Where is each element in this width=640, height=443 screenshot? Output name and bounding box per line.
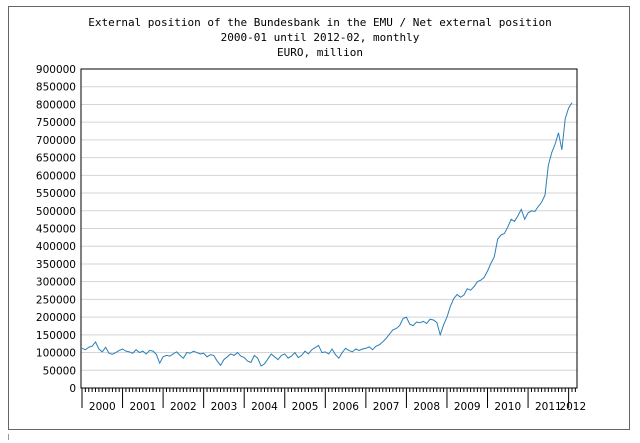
x-tick-label: 2010 <box>494 401 521 413</box>
x-tick-label: 2009 <box>454 401 481 413</box>
y-tick-label: 800000 <box>36 99 76 111</box>
x-tick-label: 2001 <box>129 401 156 413</box>
chart-unit: EURO, million <box>276 46 364 59</box>
y-tick-label: 900000 <box>36 64 76 76</box>
x-tick-label: 2004 <box>251 401 278 413</box>
plot-border <box>80 68 578 389</box>
chart-title: External position of the Bundesbank in t… <box>88 16 552 29</box>
y-tick-label: 200000 <box>36 312 76 324</box>
x-tick-label: 2006 <box>332 401 359 413</box>
y-tick-label: 150000 <box>36 330 76 342</box>
chart-subtitle: 2000-01 until 2012-02, monthly <box>220 31 420 44</box>
y-tick-label: 50000 <box>43 365 76 377</box>
corner-mark <box>8 434 9 440</box>
grid-lines <box>81 68 577 389</box>
y-tick-label: 300000 <box>36 277 76 289</box>
y-tick-label: 0 <box>69 383 76 395</box>
y-tick-label: 450000 <box>36 224 76 236</box>
y-tick-label: 500000 <box>36 206 76 218</box>
x-tick-label: 2011 <box>535 401 562 413</box>
y-tick-label: 850000 <box>36 82 76 94</box>
x-tick-label: 2012 <box>559 401 586 413</box>
y-tick-label: 650000 <box>36 153 76 165</box>
x-tick-label: 2008 <box>413 401 440 413</box>
y-tick-label: 750000 <box>36 117 76 129</box>
x-axis: 2000 2001 2002 2003 2004 2005 2006 2007 2008 2009… <box>81 388 586 413</box>
y-axis-labels: 0 50000 100000 150000 200000 250000 300000 3500… <box>36 64 76 395</box>
series-line <box>81 102 573 367</box>
y-tick-label: 100000 <box>36 348 76 360</box>
y-tick-label: 700000 <box>36 135 76 147</box>
chart-frame: External position of the Bundesbank in t… <box>8 6 630 430</box>
x-tick-label: 2007 <box>373 401 400 413</box>
series-group <box>81 102 573 367</box>
y-tick-label: 350000 <box>36 259 76 271</box>
x-tick-label: 2000 <box>89 401 116 413</box>
x-tick-label: 2005 <box>292 401 319 413</box>
y-tick-label: 600000 <box>36 170 76 182</box>
x-tick-label: 2003 <box>211 401 238 413</box>
x-tick-label: 2002 <box>170 401 197 413</box>
y-tick-label: 550000 <box>36 188 76 200</box>
y-tick-label: 250000 <box>36 294 76 306</box>
y-tick-label: 400000 <box>36 241 76 253</box>
chart-title-block: External position of the Bundesbank in t… <box>9 15 631 60</box>
